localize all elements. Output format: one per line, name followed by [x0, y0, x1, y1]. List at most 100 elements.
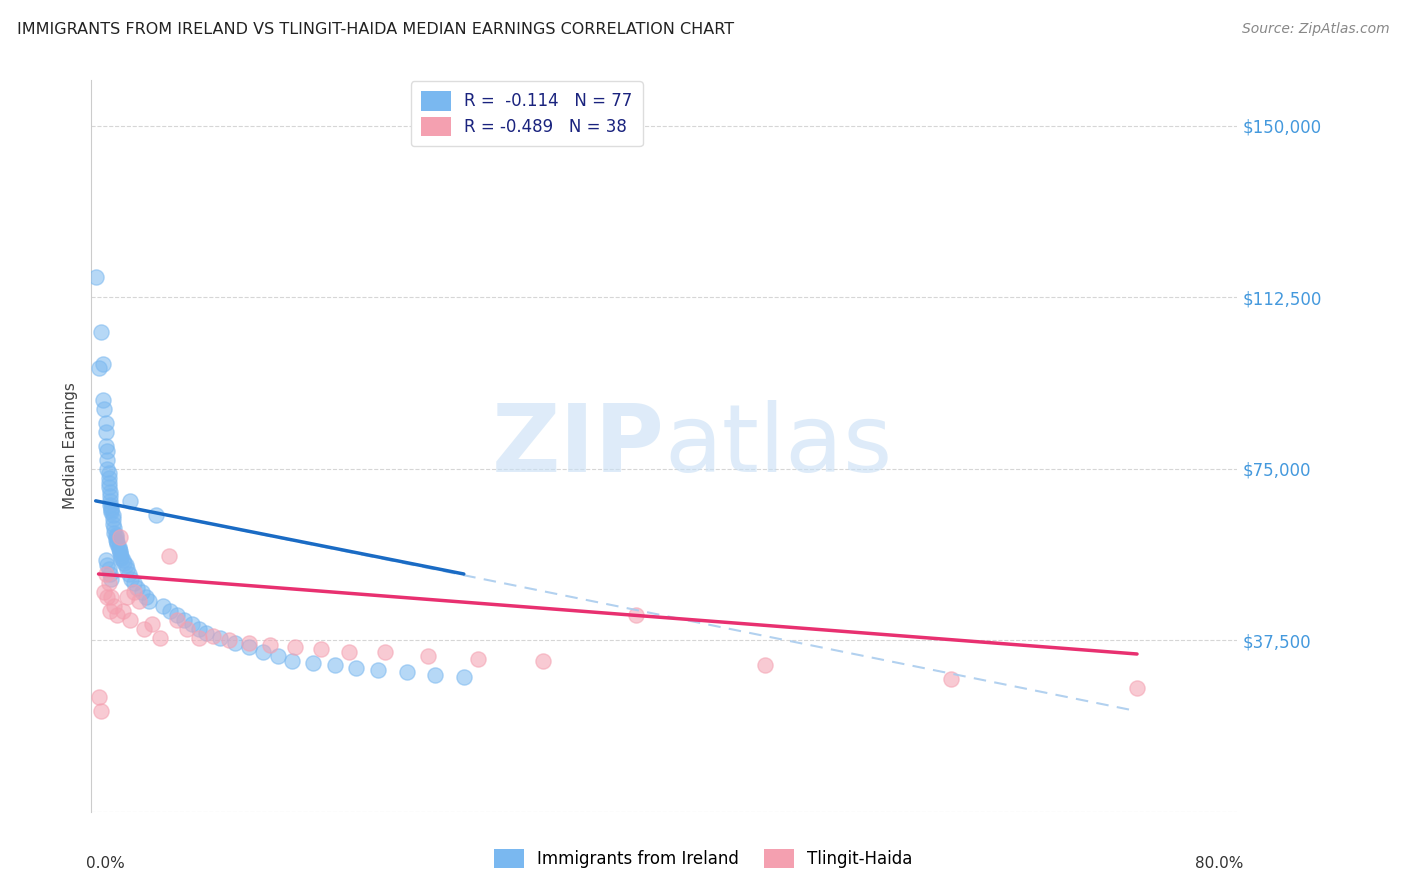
Point: [112, 556, 135, 570]
Point: [141, 617, 163, 632]
Point: [149, 631, 172, 645]
Point: [173, 613, 195, 627]
Point: [97, 576, 120, 591]
Point: [93, 585, 115, 599]
Point: [107, 540, 129, 554]
Point: [152, 599, 174, 613]
Point: [120, 613, 142, 627]
Point: [96, 462, 118, 476]
Point: [87, 361, 110, 376]
Point: [453, 670, 475, 684]
Point: [91, 393, 114, 408]
Point: [115, 590, 138, 604]
Point: [131, 585, 153, 599]
Point: [94, 567, 117, 582]
Point: [110, 551, 132, 566]
Point: [97, 480, 120, 494]
Point: [1126, 681, 1149, 696]
Point: [259, 638, 281, 652]
Point: [84, 269, 107, 284]
Point: [238, 635, 260, 649]
Point: [101, 512, 124, 526]
Point: [103, 521, 125, 535]
Point: [128, 594, 150, 608]
Point: [98, 493, 121, 508]
Point: [124, 576, 146, 591]
Point: [100, 572, 122, 586]
Point: [94, 439, 117, 453]
Point: [87, 690, 110, 705]
Point: [100, 500, 122, 515]
Point: [202, 629, 225, 643]
Point: [124, 585, 146, 599]
Point: [423, 667, 446, 681]
Point: [157, 549, 180, 563]
Point: [374, 645, 396, 659]
Point: [103, 599, 125, 613]
Point: [108, 530, 131, 544]
Point: [209, 631, 232, 645]
Point: [105, 608, 128, 623]
Point: [115, 562, 138, 576]
Legend: R =  -0.114   N = 77, R = -0.489   N = 38: R = -0.114 N = 77, R = -0.489 N = 38: [411, 81, 643, 146]
Point: [284, 640, 307, 655]
Point: [281, 654, 304, 668]
Point: [90, 704, 112, 718]
Point: [98, 567, 121, 582]
Point: [344, 661, 367, 675]
Y-axis label: Median Earnings: Median Earnings: [63, 383, 79, 509]
Point: [176, 622, 198, 636]
Point: [467, 651, 489, 665]
Point: [252, 645, 274, 659]
Point: [96, 590, 118, 604]
Text: ZIP: ZIP: [492, 400, 664, 492]
Point: [105, 535, 128, 549]
Point: [98, 489, 121, 503]
Point: [101, 508, 124, 522]
Point: [166, 613, 188, 627]
Point: [159, 603, 181, 617]
Point: [114, 558, 136, 572]
Point: [127, 581, 149, 595]
Point: [97, 475, 120, 490]
Point: [96, 443, 118, 458]
Point: [93, 402, 115, 417]
Point: [101, 516, 124, 531]
Point: [187, 622, 209, 636]
Text: IMMIGRANTS FROM IRELAND VS TLINGIT-HAIDA MEDIAN EARNINGS CORRELATION CHART: IMMIGRANTS FROM IRELAND VS TLINGIT-HAIDA…: [17, 22, 734, 37]
Point: [134, 622, 156, 636]
Point: [110, 549, 132, 563]
Point: [94, 416, 117, 430]
Point: [395, 665, 418, 680]
Point: [94, 553, 117, 567]
Point: [145, 508, 167, 522]
Point: [337, 645, 360, 659]
Point: [90, 325, 112, 339]
Point: [100, 590, 122, 604]
Point: [218, 633, 240, 648]
Point: [302, 656, 325, 670]
Point: [100, 505, 122, 519]
Point: [97, 562, 120, 576]
Text: 0.0%: 0.0%: [86, 855, 124, 871]
Text: 80.0%: 80.0%: [1195, 855, 1243, 871]
Point: [939, 672, 962, 686]
Point: [107, 541, 129, 556]
Point: [238, 640, 260, 655]
Point: [97, 467, 120, 481]
Point: [180, 617, 202, 632]
Point: [416, 649, 439, 664]
Point: [309, 642, 332, 657]
Point: [105, 537, 128, 551]
Point: [98, 499, 121, 513]
Point: [266, 649, 288, 664]
Point: [367, 663, 389, 677]
Point: [111, 603, 134, 617]
Point: [111, 553, 134, 567]
Point: [91, 357, 114, 371]
Point: [120, 493, 142, 508]
Point: [96, 558, 118, 572]
Point: [224, 635, 246, 649]
Point: [117, 567, 139, 582]
Point: [96, 452, 118, 467]
